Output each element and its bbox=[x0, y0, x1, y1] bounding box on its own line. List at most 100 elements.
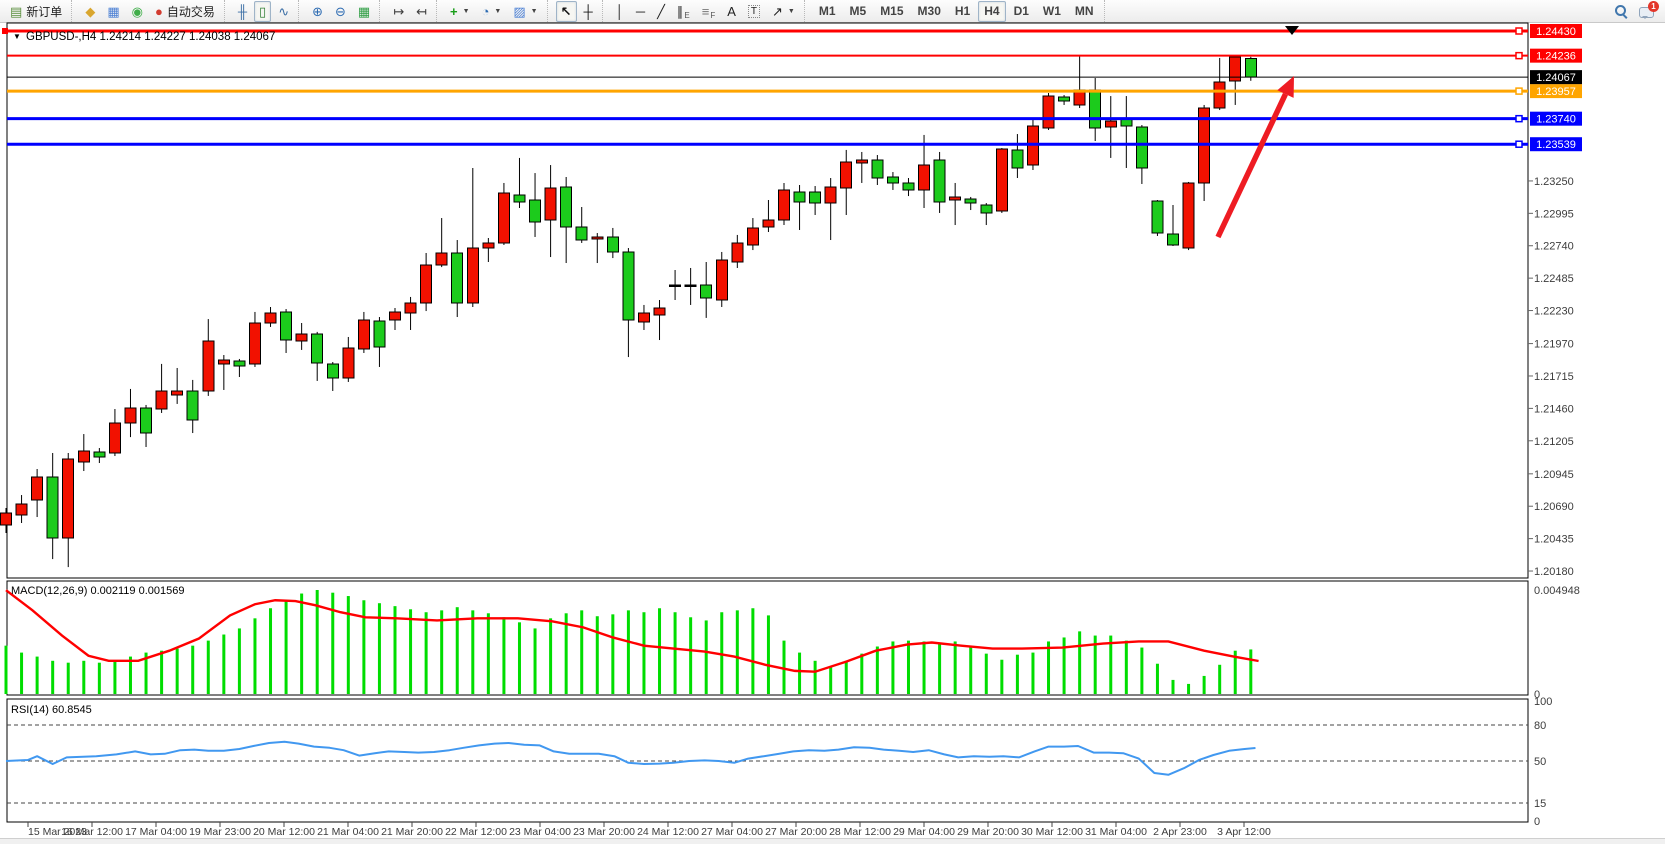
zoom-group: ⊕ ⊖ ▦ bbox=[299, 0, 381, 22]
current-price-label bbox=[1530, 70, 1582, 85]
chart-window[interactable]: 1.23250 1.22995 1.22740 1.22485 1.22230 1.219… bbox=[0, 22, 1665, 844]
equidistant-channel-icon-sub: E bbox=[684, 10, 690, 20]
market-depth-button[interactable]: ◆ bbox=[80, 1, 100, 22]
zoom-out-button[interactable]: ⊖ bbox=[330, 1, 351, 22]
macd-histogram bbox=[4, 590, 1253, 694]
rsi-label: RSI(14) 60.8545 bbox=[11, 704, 92, 716]
autotrade-button-label: 自动交易 bbox=[166, 4, 215, 19]
fibonacci-button[interactable]: ≡ F bbox=[697, 1, 720, 22]
svg-text:15 Mar 2023: 15 Mar 2023 bbox=[28, 826, 87, 838]
chevron-down-icon: ▼ bbox=[462, 7, 470, 15]
price-chart: 1.23250 1.22995 1.22740 1.22485 1.22230 1.219… bbox=[0, 22, 1665, 844]
svg-text:1.21715: 1.21715 bbox=[1534, 371, 1574, 383]
tf-h4-button[interactable]: H4 bbox=[978, 0, 1006, 22]
text-button[interactable]: A bbox=[722, 1, 741, 22]
tf-d1-button-label: D1 bbox=[1013, 4, 1029, 18]
svg-text:1.21460: 1.21460 bbox=[1534, 403, 1574, 415]
bar-chart-icon: ╫ bbox=[237, 3, 248, 19]
time-marker-icon[interactable] bbox=[1285, 26, 1299, 35]
tf-h1-button-label: H1 bbox=[954, 4, 971, 18]
arrows-button[interactable]: ↗ ▼ bbox=[767, 1, 800, 22]
candlestick-chart-button[interactable]: ▯ bbox=[254, 0, 272, 22]
svg-text:2 Apr 23:00: 2 Apr 23:00 bbox=[1153, 826, 1207, 838]
crosshair-button[interactable]: ┼ bbox=[579, 1, 598, 22]
chat-button[interactable]: 1 bbox=[1639, 0, 1659, 19]
resistance-line-lower-handle[interactable] bbox=[1515, 51, 1523, 60]
tile-windows-icon: ▦ bbox=[357, 3, 371, 19]
svg-text:31 Mar 04:00: 31 Mar 04:00 bbox=[1085, 826, 1147, 838]
market-watch-button[interactable]: ▦ bbox=[102, 1, 124, 22]
channel-button[interactable]: ∥ E bbox=[672, 1, 695, 22]
svg-text:20 Mar 12:00: 20 Mar 12:00 bbox=[253, 826, 315, 838]
svg-text:1.24236: 1.24236 bbox=[1536, 51, 1576, 63]
zoom-out-icon: ⊖ bbox=[335, 3, 346, 19]
horizontal-line-button[interactable]: ─ bbox=[631, 1, 650, 22]
orange-level-line-price-label bbox=[1530, 84, 1582, 99]
chevron-down-icon: ▼ bbox=[494, 7, 502, 15]
tf-m15-button[interactable]: M15 bbox=[874, 1, 909, 22]
tf-m1-button[interactable]: M1 bbox=[813, 1, 842, 22]
zoom-in-button[interactable]: ⊕ bbox=[307, 1, 328, 22]
svg-text:15: 15 bbox=[1534, 798, 1546, 810]
tf-mn-button[interactable]: MN bbox=[1069, 1, 1100, 22]
trendline-button[interactable]: ╱ bbox=[652, 1, 670, 22]
tf-m30-button-label: M30 bbox=[917, 4, 941, 18]
symbol-dropdown-icon[interactable]: ▼ bbox=[13, 32, 21, 41]
autotrade-button[interactable]: ● 自动交易 bbox=[150, 1, 220, 22]
svg-text:27 Mar 20:00: 27 Mar 20:00 bbox=[765, 826, 827, 838]
blue-support-line-2-price-label bbox=[1530, 137, 1582, 152]
svg-text:1.22740: 1.22740 bbox=[1534, 241, 1574, 253]
line-chart-button[interactable]: ∿ bbox=[273, 1, 294, 22]
tile-windows-button[interactable]: ▦ bbox=[353, 1, 375, 22]
fibonacci-icon-sub: F bbox=[710, 10, 716, 20]
tf-h1-button[interactable]: H1 bbox=[949, 1, 976, 22]
search-icon[interactable] bbox=[1615, 5, 1627, 17]
macd-signal-line bbox=[5, 589, 1259, 673]
blue-support-line-2-handle[interactable] bbox=[1515, 140, 1523, 148]
templates-button[interactable]: ▨ ▼ bbox=[508, 1, 542, 22]
trend-arrow-annotation[interactable] bbox=[1215, 76, 1294, 239]
blue-support-line-1-handle[interactable] bbox=[1515, 114, 1523, 123]
auto-scroll-button[interactable]: ↦ bbox=[388, 1, 409, 22]
svg-text:29 Mar 04:00: 29 Mar 04:00 bbox=[893, 826, 955, 838]
tf-d1-button[interactable]: D1 bbox=[1008, 1, 1035, 22]
svg-text:0: 0 bbox=[1534, 689, 1540, 701]
orange-level-line-handle[interactable] bbox=[1515, 87, 1523, 95]
signals-button[interactable]: ◉ bbox=[127, 1, 148, 22]
new-order-button-label: 新订单 bbox=[26, 4, 63, 19]
tf-m5-button[interactable]: M5 bbox=[844, 1, 873, 22]
tf-m30-button[interactable]: M30 bbox=[912, 1, 947, 22]
svg-text:22 Mar 12:00: 22 Mar 12:00 bbox=[445, 826, 507, 838]
chart-title: GBPUSD-,H4 1.24214 1.24227 1.24038 1.240… bbox=[26, 31, 275, 43]
new-order-icon: ▤ bbox=[10, 3, 23, 19]
price-axis[interactable]: 1.23250 1.22995 1.22740 1.22485 1.22230 1.219… bbox=[1528, 176, 1580, 828]
gold-gem-icon: ◆ bbox=[85, 3, 96, 19]
chart-shift-icon: ↤ bbox=[416, 3, 428, 19]
periods-button[interactable]: ◔ ▼ bbox=[477, 1, 507, 22]
zoom-in-icon: ⊕ bbox=[312, 3, 324, 19]
cursor-group: ↖ ┼ bbox=[548, 0, 603, 22]
resistance-line-upper-handle[interactable] bbox=[1515, 27, 1523, 35]
svg-text:1.20690: 1.20690 bbox=[1534, 501, 1574, 513]
toolbar: ▤ 新订单 ◆ ▦ ◉ ● 自动交易 ╫ ▯ ∿ ⊕ ⊖ ▦ ↦ ↤ + ▼ ◔ ▼ ▨ ▼ ↖ ┼ │ ─ ╱ ∥ E ≡ F A T ↗ ▼ M… bbox=[0, 0, 1665, 23]
svg-text:3 Apr 12:00: 3 Apr 12:00 bbox=[1217, 826, 1271, 838]
new-order-button[interactable]: ▤ 新订单 bbox=[5, 1, 67, 22]
order-group: ▤ 新订单 bbox=[0, 0, 73, 22]
indicators-button[interactable]: + ▼ bbox=[445, 1, 475, 22]
svg-text:1.24067: 1.24067 bbox=[1536, 72, 1576, 84]
tf-w1-button-label: W1 bbox=[1042, 4, 1061, 18]
bar-chart-button[interactable]: ╫ bbox=[233, 1, 252, 22]
resistance-line-upper-price-label bbox=[1530, 24, 1582, 38]
vertical-line-button[interactable]: │ bbox=[611, 1, 629, 22]
text-label-button[interactable]: T bbox=[743, 1, 765, 22]
svg-text:1.21205: 1.21205 bbox=[1534, 436, 1574, 448]
tf-w1-button[interactable]: W1 bbox=[1037, 1, 1067, 22]
cursor-button[interactable]: ↖ bbox=[555, 0, 577, 22]
vertical-line-icon: │ bbox=[615, 3, 624, 19]
resistance-line-left-handle[interactable] bbox=[2, 28, 8, 34]
chart-shift-button[interactable]: ↤ bbox=[411, 1, 432, 22]
text-icon: A bbox=[727, 3, 736, 19]
arrow-objects-icon: ↗ bbox=[772, 3, 783, 19]
svg-text:1.23740: 1.23740 bbox=[1536, 114, 1576, 126]
